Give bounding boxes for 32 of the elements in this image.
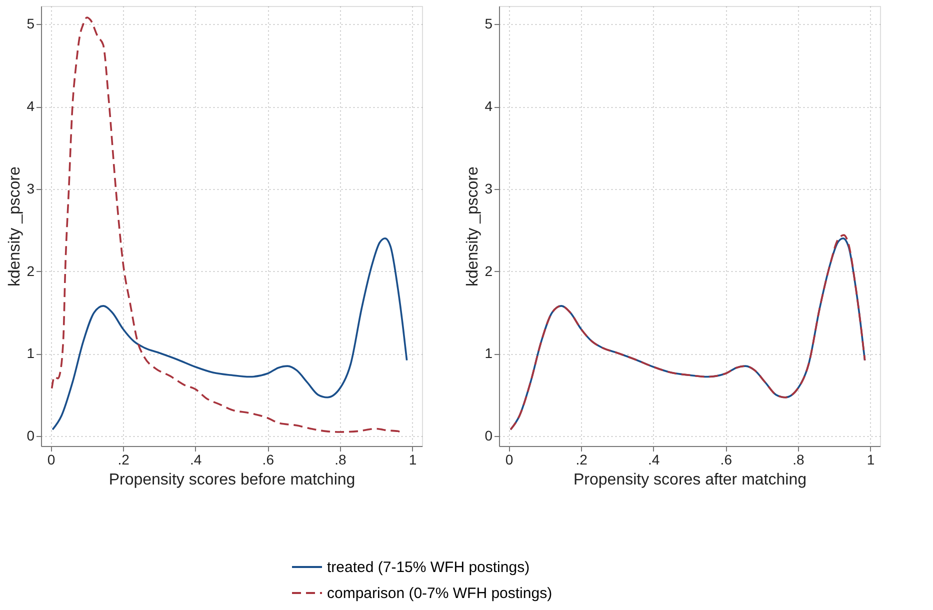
y-tick-label: 1 (484, 345, 493, 362)
x-axis-title: Propensity scores before matching (108, 472, 356, 488)
y-tick-label: 2 (26, 262, 35, 279)
y-tick-label: 5 (484, 16, 493, 32)
legend-label: treated (7-15% WFH postings) (327, 559, 530, 576)
x-tick-label: .6 (262, 452, 274, 468)
y-axis-title: kdensity _pscore (6, 166, 24, 287)
line-series (50, 16, 402, 434)
x-tick-label: 1 (408, 452, 417, 468)
y-tick-label: 1 (26, 345, 35, 362)
x-axis-title: Propensity scores after matching (574, 472, 806, 488)
x-tick-label: 0 (505, 452, 514, 468)
x-tick-label: .2 (118, 452, 130, 468)
x-tick-label: .2 (576, 452, 588, 468)
y-tick-label: 4 (26, 98, 35, 114)
y-tick-label: 5 (26, 16, 35, 32)
y-tick-label: 4 (484, 98, 493, 114)
line-series (52, 237, 408, 430)
x-tick-label: .8 (792, 452, 804, 468)
y-tick-label: 3 (26, 180, 35, 196)
y-tick-label: 3 (484, 180, 493, 196)
x-tick-label: 1 (866, 452, 875, 468)
x-tick-label: .4 (190, 452, 202, 468)
x-tick-label: .6 (720, 452, 732, 468)
legend-label: comparison (0-7% WFH postings) (327, 585, 552, 602)
y-axis-title: kdensity _pscore (464, 166, 482, 287)
y-tick-label: 2 (484, 262, 493, 279)
y-tick-label: 0 (484, 428, 493, 444)
x-tick-label: .8 (334, 452, 346, 468)
x-tick-label: .4 (648, 452, 660, 468)
y-tick-label: 0 (26, 428, 35, 444)
x-tick-label: 0 (47, 452, 56, 468)
